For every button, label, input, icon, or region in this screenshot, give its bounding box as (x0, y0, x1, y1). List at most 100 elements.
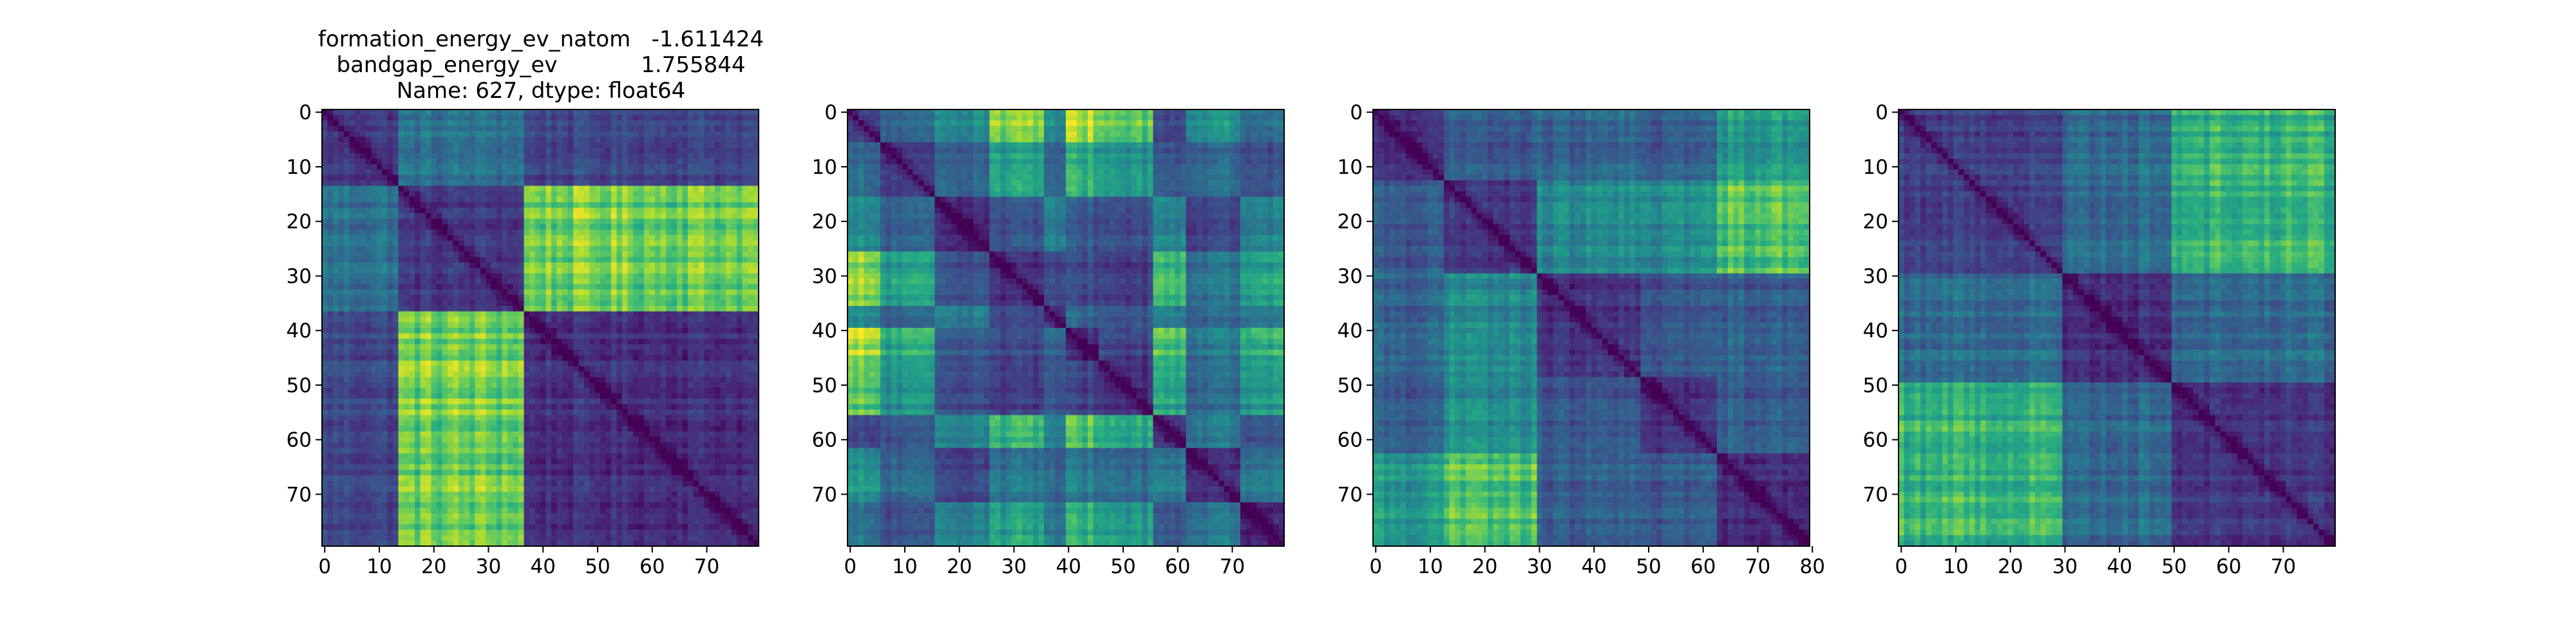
heatmap-cell (606, 213, 612, 219)
heatmap-cell (393, 284, 399, 290)
heatmap-cell (421, 186, 426, 192)
heatmap-cell (404, 421, 410, 426)
heatmap-cell (584, 131, 590, 137)
heatmap-cell (682, 421, 688, 426)
heatmap-cell (322, 437, 328, 443)
heatmap-cell (366, 388, 372, 393)
heatmap-cell (556, 169, 562, 175)
heatmap-cell (399, 404, 404, 410)
heatmap-cell (710, 388, 715, 393)
heatmap-cell (453, 208, 459, 214)
heatmap-cell (611, 383, 617, 388)
heatmap-cell (573, 246, 579, 252)
heatmap-cell (578, 262, 584, 268)
heatmap-cell (410, 158, 415, 164)
heatmap-cell (715, 377, 721, 383)
heatmap-cell (721, 273, 726, 279)
heatmap-cell (617, 229, 623, 235)
heatmap-cell (497, 355, 502, 361)
heatmap-cell (344, 437, 350, 443)
heatmap-cell (644, 361, 650, 366)
heatmap-cell (710, 404, 715, 410)
heatmap-cell (344, 372, 350, 377)
heatmap-cell (415, 268, 421, 274)
heatmap-cell (518, 339, 524, 345)
heatmap-cell (589, 377, 595, 383)
heatmap-cell (437, 328, 442, 334)
heatmap-cell (666, 328, 672, 334)
heatmap-cell (344, 421, 350, 426)
heatmap-cell (721, 109, 726, 115)
heatmap-cell (437, 301, 442, 307)
heatmap-cell (644, 186, 650, 192)
heatmap-cell (573, 410, 579, 415)
heatmap-cell (644, 393, 650, 399)
heatmap-cell (322, 323, 328, 328)
heatmap-cell (502, 240, 508, 246)
heatmap-cell (371, 415, 377, 421)
heatmap-cell (469, 426, 475, 432)
heatmap-cell (371, 328, 377, 334)
heatmap-cell (666, 197, 672, 203)
heatmap-cell (693, 120, 699, 126)
heatmap-cell (606, 251, 612, 257)
heatmap-cell (338, 421, 344, 426)
heatmap-cell (410, 333, 415, 339)
heatmap-cell (355, 273, 361, 279)
heatmap-cell (382, 431, 388, 437)
heatmap-cell (464, 137, 469, 142)
heatmap-cell (421, 213, 426, 219)
heatmap-cell (535, 426, 541, 432)
heatmap-cell (453, 164, 459, 170)
heatmap-cell (677, 372, 683, 377)
heatmap-cell (421, 431, 426, 437)
heatmap-cell (448, 142, 453, 148)
heatmap-cell (382, 323, 388, 328)
heatmap-cell (737, 240, 743, 246)
heatmap-cell (399, 224, 404, 230)
heatmap-cell (399, 142, 404, 148)
heatmap-cell (464, 180, 469, 186)
heatmap-cell (545, 164, 551, 170)
heatmap-cell (344, 142, 350, 148)
heatmap-cell (518, 142, 524, 148)
heatmap-cell (633, 323, 639, 328)
heatmap-cell (388, 284, 393, 290)
heatmap-cell (453, 229, 459, 235)
heatmap-cell (693, 306, 699, 312)
heatmap-cell (524, 257, 530, 263)
heatmap-cell (644, 219, 650, 225)
heatmap-cell (518, 333, 524, 339)
heatmap-cell (611, 213, 617, 219)
heatmap-cell (322, 137, 328, 142)
heatmap-cell (415, 415, 421, 421)
heatmap-cell (410, 169, 415, 175)
heatmap-cell (360, 312, 366, 317)
heatmap-cell (371, 279, 377, 285)
heatmap-cell (431, 235, 437, 241)
heatmap-cell (388, 295, 393, 301)
heatmap-cell (704, 131, 710, 137)
heatmap-cell (459, 442, 464, 448)
heatmap-cell (437, 158, 442, 164)
heatmap-cell (410, 290, 415, 296)
heatmap-cell (584, 202, 590, 208)
heatmap-cell (448, 137, 453, 142)
heatmap-cell (545, 339, 551, 345)
heatmap-cell (748, 339, 753, 345)
heatmap-cell (562, 251, 568, 257)
heatmap-cell (715, 290, 721, 296)
heatmap-cell (344, 235, 350, 241)
heatmap-cell (393, 328, 399, 334)
heatmap-cell (660, 393, 666, 399)
heatmap-cell (491, 339, 497, 345)
heatmap-cell (551, 301, 557, 307)
heatmap-cell (382, 219, 388, 225)
heatmap-cell (459, 415, 464, 421)
heatmap-cell (732, 246, 737, 252)
heatmap-cell (524, 175, 530, 181)
heatmap-cell (448, 383, 453, 388)
heatmap-cell (545, 388, 551, 393)
heatmap-cell (371, 323, 377, 328)
heatmap-cell (562, 164, 568, 170)
